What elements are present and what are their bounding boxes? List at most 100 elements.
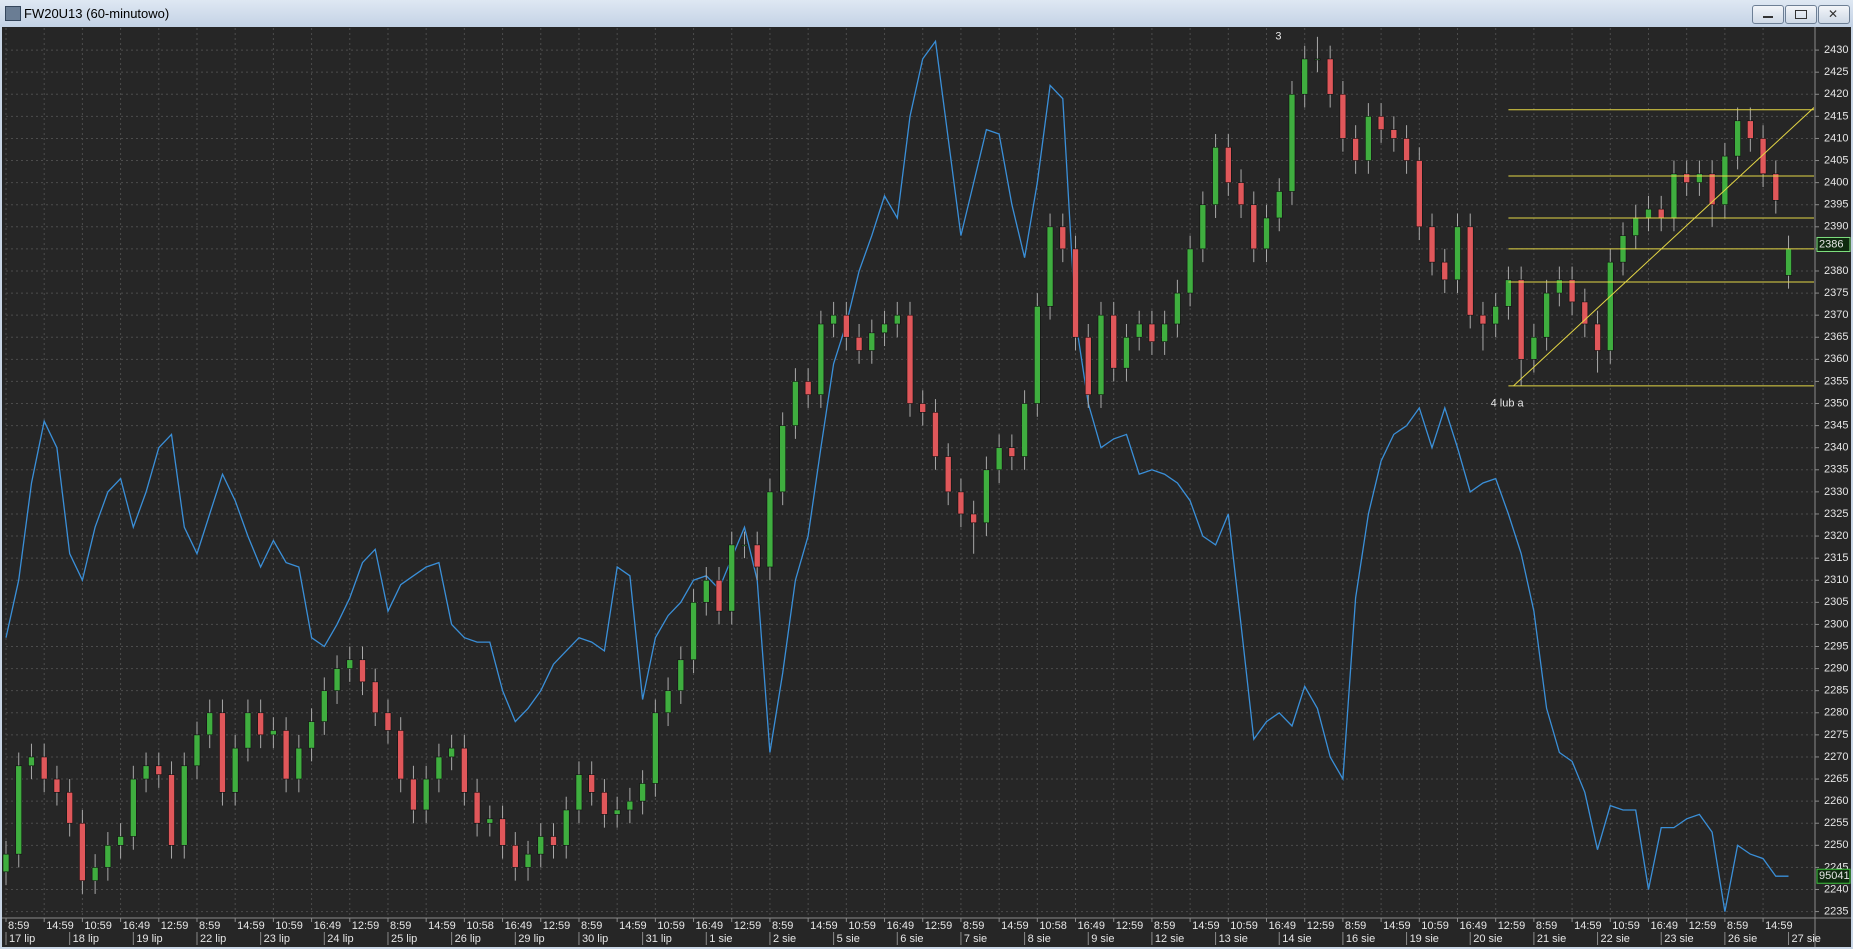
candle-body [1772,173,1780,201]
date-tick-label: 9 sie [1091,933,1114,945]
candle-body [1326,58,1334,95]
candle-body [1556,279,1563,294]
candle-body [1568,279,1576,303]
candle-body [550,836,557,846]
x-tick-label: 12:59 [1307,920,1335,932]
candle-body [1479,314,1487,325]
candle-body [511,845,519,868]
y-tick-label: 2280 [1824,707,1848,719]
candle-body [1517,279,1525,360]
candle-body [1785,248,1792,276]
candle-body [626,800,634,811]
candle-body [1428,226,1436,263]
y-tick-label: 2310 [1824,574,1848,586]
candle-body [1263,217,1270,250]
x-tick-label: 16:49 [1459,920,1487,932]
y-tick-label: 2425 [1824,66,1848,78]
candle-body [359,659,366,683]
date-tick-label: 19 lip [136,933,162,945]
candle-body [142,765,150,780]
date-tick-label: 2 sie [773,933,796,945]
y-tick-label: 2335 [1824,464,1848,476]
price-tag: 2386 [1819,238,1843,250]
x-tick-label: 14:59 [237,920,265,932]
candle-body [499,818,506,846]
date-tick-label: 5 sie [837,933,860,945]
candle-body [1734,120,1741,157]
x-tick-label: 16:49 [1269,920,1297,932]
minimize-button[interactable] [1752,5,1784,24]
y-tick-label: 2235 [1824,905,1848,917]
grid [5,28,1814,916]
candle-body [779,425,786,493]
annotation-text: 4 lub a [1491,397,1525,409]
candle-body [130,778,137,837]
candle-body [868,332,876,351]
indicator-line [5,39,1789,912]
chart-background [2,27,1851,947]
candle-body [1097,314,1105,395]
candle-body [957,491,965,515]
candle-body [346,659,354,669]
x-tick-label: 8:59 [772,920,793,932]
date-tick-label: 14 sie [1282,933,1311,945]
candle-body [180,765,188,846]
date-tick-label: 13 sie [1219,933,1248,945]
candle-body [1721,155,1729,206]
candle-body [1696,173,1703,183]
trend-line [1513,107,1814,387]
date-tick-label: 23 lip [264,933,290,945]
candle-body [944,456,952,493]
candle-body [448,747,455,758]
date-tick-label: 19 sie [1410,933,1439,945]
y-tick-label: 2395 [1824,199,1848,211]
candle-body [1415,160,1423,228]
candle-body [753,544,761,568]
candle-body [1657,208,1665,219]
y-tick-label: 2370 [1824,309,1848,321]
x-tick-label: 10:59 [84,920,112,932]
y-tick-label: 2375 [1824,287,1848,299]
candle-body [1581,301,1589,325]
value-tag: 95041 [1819,870,1850,882]
value-tag-box [1816,868,1851,884]
x-tick-label: 16:49 [505,920,533,932]
candle-body [766,491,774,568]
candle-body [817,323,825,395]
close-button[interactable]: ✕ [1818,5,1850,24]
candle-body [601,791,608,815]
date-tick-label: 20 sie [1473,933,1502,945]
y-tick-label: 2390 [1824,221,1848,233]
maximize-button[interactable] [1785,5,1817,24]
candle-body [66,791,73,824]
x-tick-label: 12:59 [1498,920,1526,932]
candle-body [741,544,748,547]
candle-body [473,791,481,824]
candle-body [1390,129,1398,139]
candle-body [1275,191,1283,219]
date-tick-label: 7 sie [964,933,987,945]
x-tick-label: 8:59 [8,920,29,932]
candle-body [919,403,927,413]
axes: 2235224022452250225522602265227022752280… [2,27,1851,947]
x-tick-label: 14:59 [46,920,74,932]
y-tick-label: 2240 [1824,883,1848,895]
x-tick-label: 8:59 [199,920,220,932]
y-tick-label: 2365 [1824,331,1848,343]
candle-body [168,774,175,846]
candle-body [461,747,468,793]
x-tick-label: 16:49 [123,920,151,932]
y-tick-label: 2265 [1824,773,1848,785]
candle-body [843,314,850,338]
plot-area: 3 4 lub a [2,31,1814,912]
candle-body [40,756,48,780]
x-tick-label: 12:59 [1689,920,1717,932]
candle-body [537,836,545,855]
date-tick-label: 21 sie [1537,933,1566,945]
candle-body [1034,306,1041,404]
candle-body [1135,323,1143,338]
candle-body [715,579,723,612]
candle-body [1403,138,1410,161]
candle-body [257,712,264,736]
